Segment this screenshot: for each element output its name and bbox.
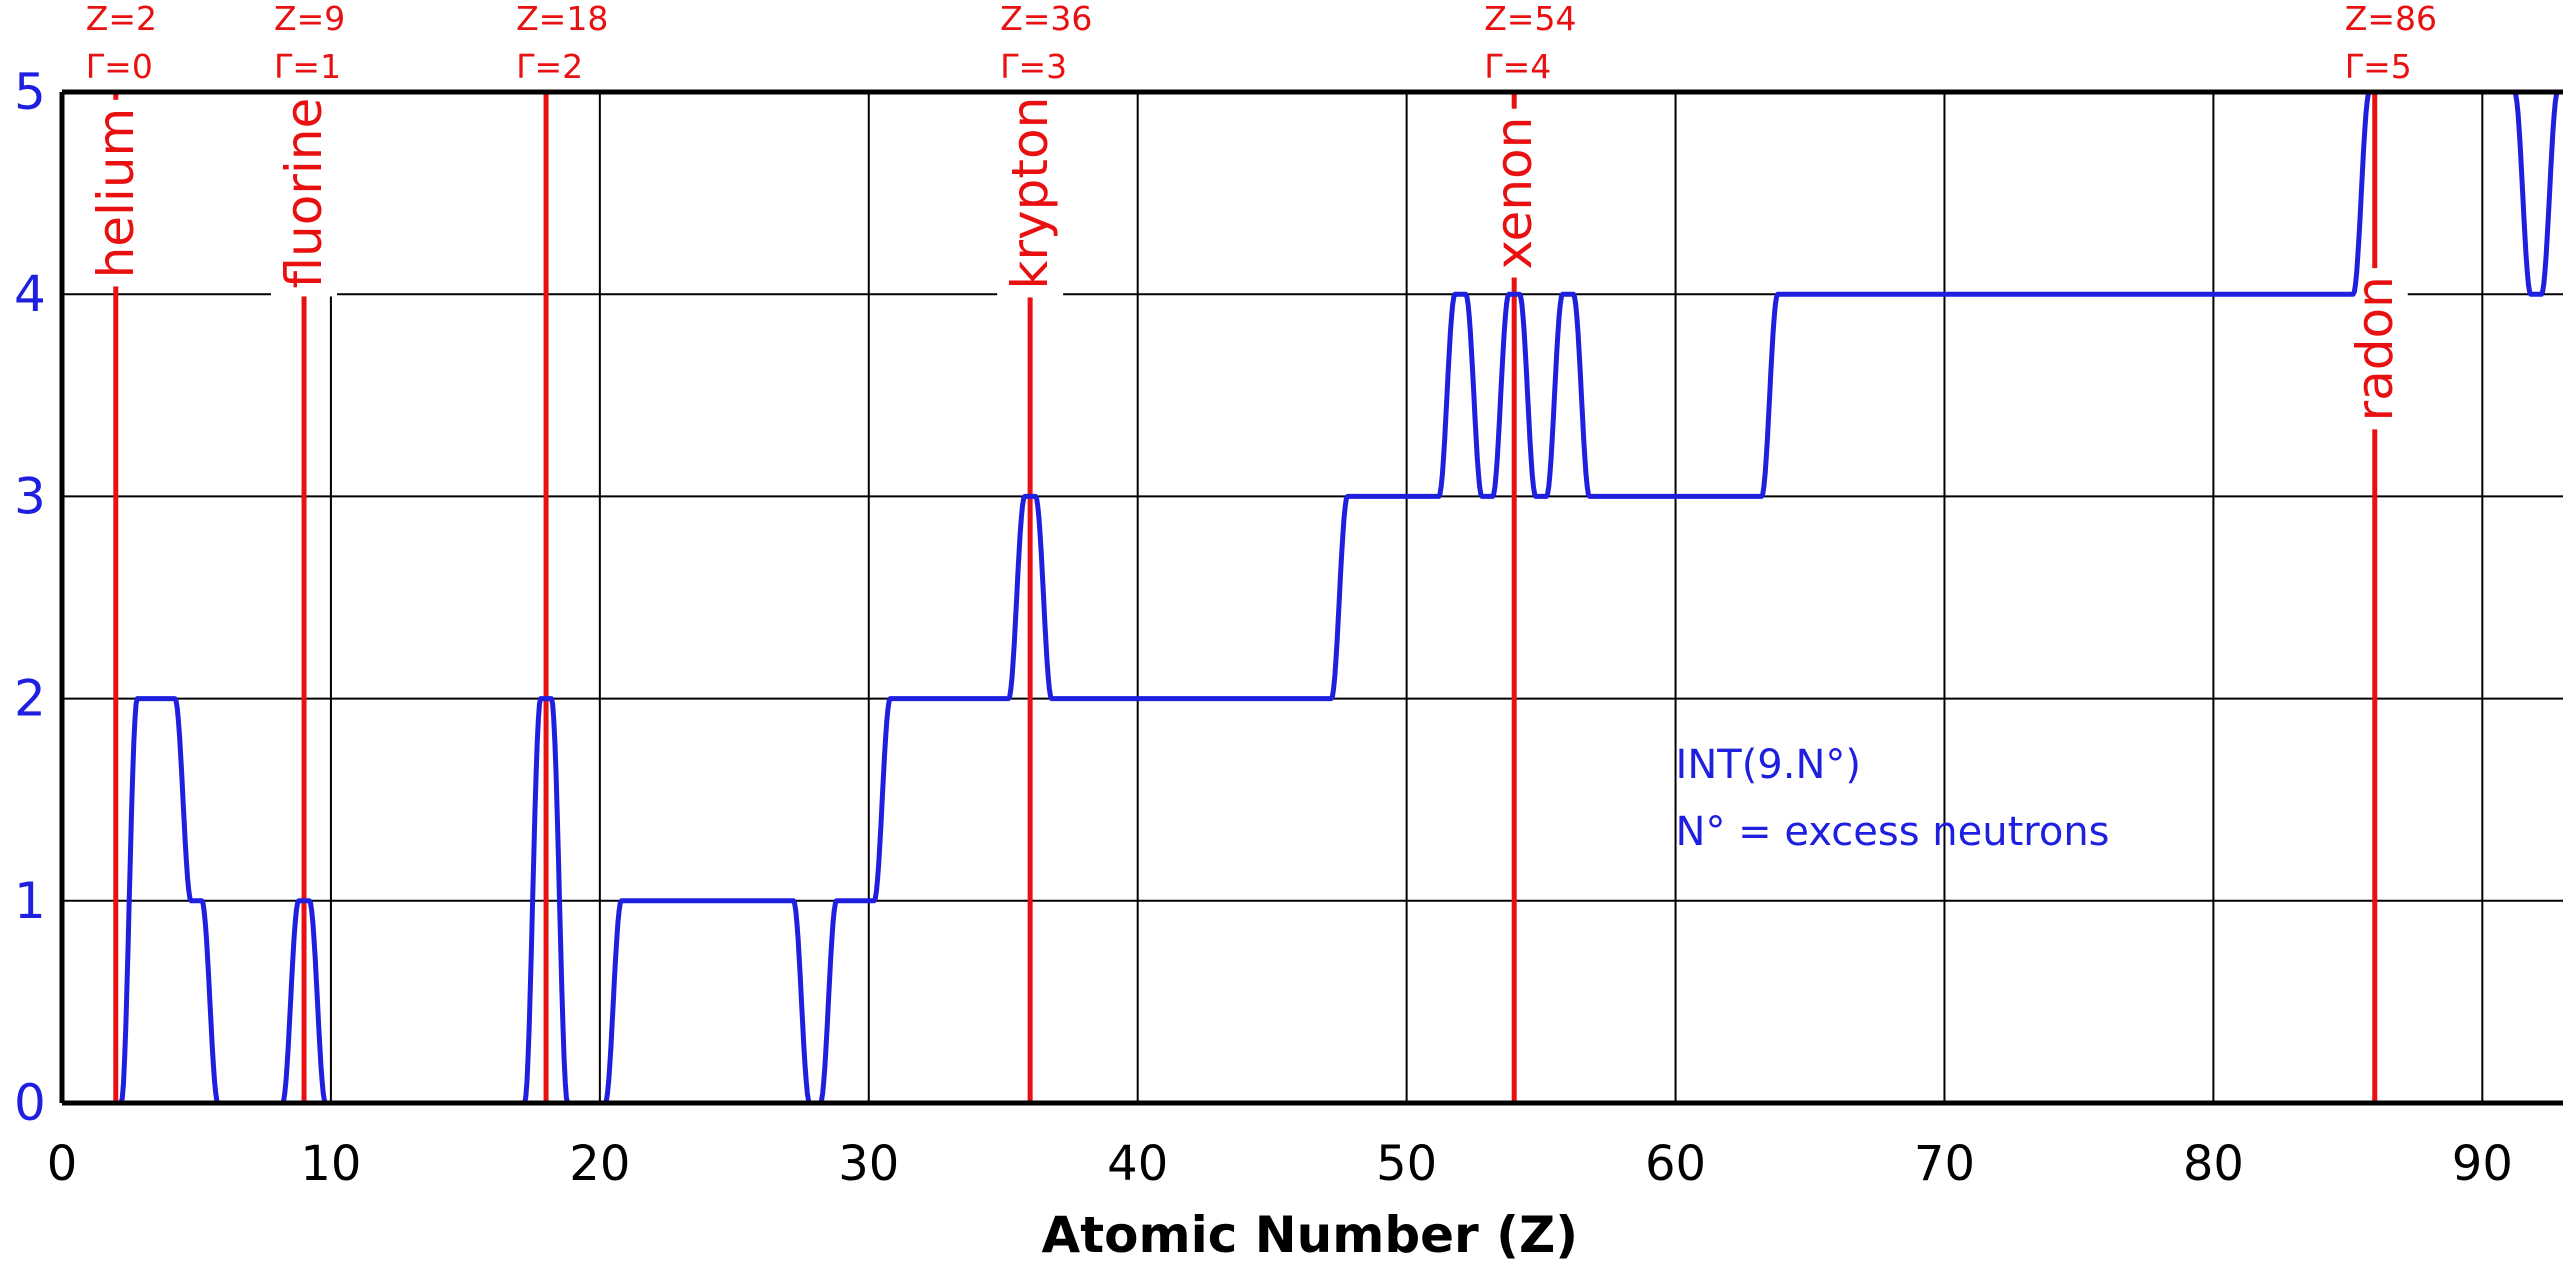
marker-name: krypton <box>1001 97 1059 290</box>
x-tick-label: 0 <box>47 1136 78 1192</box>
x-tick-label: 10 <box>300 1136 361 1192</box>
marker-z-label: Z=2 <box>86 0 157 38</box>
marker-gamma-label: Γ=0 <box>86 47 153 86</box>
x-axis-label: Atomic Number (Z) <box>1042 1206 1579 1264</box>
marker-name-background <box>82 99 149 287</box>
marker-name-background <box>1481 108 1548 278</box>
y-tick-label: 0 <box>14 1074 46 1132</box>
element-markers: Z=2 Γ=0 helium Z=9 Γ=1 fluorine Z=18 Γ=2 Z=36 Γ=3… <box>82 0 2437 1103</box>
x-tick-label: 30 <box>838 1136 899 1192</box>
plot-frame <box>59 89 2563 1106</box>
marker-z-label: Z=54 <box>1484 0 1576 38</box>
element-marker: Z=86 Γ=5 radon <box>2341 0 2437 1103</box>
marker-z-label: Z=86 <box>2345 0 2437 38</box>
y-tick-label: 3 <box>14 467 46 525</box>
annotation-line-1: INT(9.N°) <box>1676 742 1861 788</box>
marker-z-label: Z=18 <box>516 0 608 38</box>
x-tick-label: 20 <box>569 1136 630 1192</box>
x-tick-label: 60 <box>1645 1136 1706 1192</box>
marker-z-label: Z=9 <box>274 0 345 38</box>
x-tick-label: 80 <box>2183 1136 2244 1192</box>
x-tick-label: 40 <box>1107 1136 1168 1192</box>
x-tick-label: 50 <box>1376 1136 1437 1192</box>
y-tick-label: 4 <box>14 265 46 323</box>
series-line <box>88 89 2563 1106</box>
element-marker: Z=9 Γ=1 fluorine <box>271 0 345 1103</box>
marker-name-background <box>271 89 338 297</box>
annotation-line-2: N° = excess neutrons <box>1676 809 2110 855</box>
marker-name: xenon <box>1485 117 1543 270</box>
marker-name-background <box>2341 268 2408 430</box>
element-marker: Z=36 Γ=3 krypton <box>997 0 1092 1103</box>
element-marker: Z=54 Γ=4 xenon <box>1481 0 1576 1103</box>
y-tick-label: 5 <box>14 63 46 121</box>
marker-gamma-label: Γ=3 <box>1000 47 1067 86</box>
x-tick-labels: 0 10 20 30 40 50 60 70 80 90 <box>47 1136 2513 1192</box>
marker-gamma-label: Γ=5 <box>2345 47 2412 86</box>
x-tick-label: 70 <box>1914 1136 1975 1192</box>
marker-z-label: Z=36 <box>1000 0 1092 38</box>
marker-name: helium <box>87 108 145 279</box>
x-tick-label: 90 <box>2452 1136 2513 1192</box>
annotation: INT(9.N°) N° = excess neutrons <box>1676 742 2110 855</box>
element-marker: Z=18 Γ=2 <box>516 0 608 1103</box>
grid <box>62 92 2563 1103</box>
y-tick-label: 1 <box>14 872 46 930</box>
y-tick-label: 2 <box>14 670 46 728</box>
marker-gamma-label: Γ=4 <box>1484 47 1551 86</box>
marker-gamma-label: Γ=1 <box>274 47 341 86</box>
marker-name-background <box>997 88 1064 298</box>
marker-gamma-label: Γ=2 <box>516 47 583 86</box>
y-tick-labels: 0 1 2 3 4 5 <box>14 63 46 1132</box>
series-layer <box>88 89 2563 1106</box>
marker-name: fluorine <box>275 98 333 289</box>
element-marker: Z=2 Γ=0 helium <box>82 0 157 1103</box>
marker-name: radon <box>2346 276 2404 421</box>
